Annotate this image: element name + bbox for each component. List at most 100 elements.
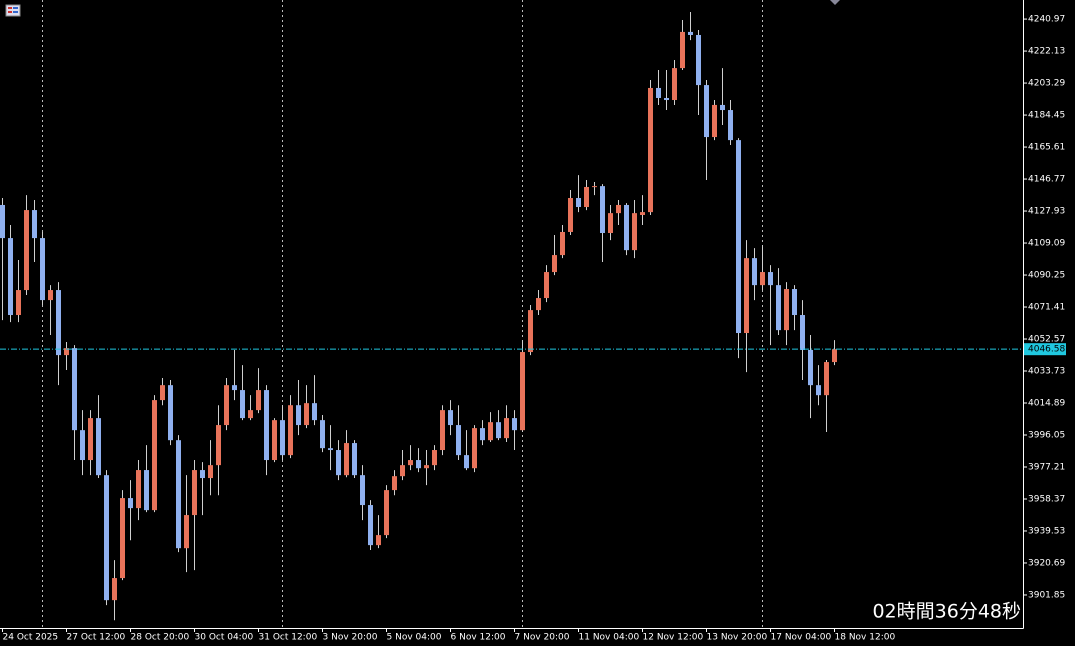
candle-body [456, 425, 461, 456]
x-tick-label: 11 Nov 04:00 [579, 633, 640, 643]
candles [0, 12, 837, 621]
candle-body [520, 352, 525, 431]
candle-body [664, 97, 669, 101]
candle-body [504, 418, 509, 439]
candle-body [152, 400, 157, 511]
candle-body [136, 470, 141, 509]
candle-body [168, 385, 173, 441]
y-tick-label: 4203.29 [1028, 79, 1065, 89]
candle-body [80, 430, 85, 461]
candle-body [216, 425, 221, 466]
candle-body [104, 475, 109, 601]
candle-body [312, 403, 317, 421]
candle-body [568, 198, 573, 232]
candle-body [264, 390, 269, 461]
candle-body [512, 418, 517, 431]
candle-body [496, 422, 501, 439]
candle-body [144, 470, 149, 511]
x-tick-label: 18 Nov 12:00 [835, 633, 896, 643]
candle-body [824, 362, 829, 396]
candle-body [400, 465, 405, 477]
last-price-label: 4046.58 [1028, 345, 1065, 355]
candle-body [256, 390, 261, 411]
candle-body [832, 349, 837, 363]
x-tick-label: 30 Oct 04:00 [195, 633, 254, 643]
y-tick-label: 4014.89 [1028, 399, 1065, 409]
candle-body [208, 465, 213, 479]
candle-body [160, 385, 165, 401]
candle-body [808, 350, 813, 386]
candle-body [392, 476, 397, 491]
candle-body [552, 255, 557, 273]
y-tick-label: 4165.61 [1028, 143, 1065, 153]
countdown: 02時間36分48秒 [872, 601, 1021, 623]
candle-body [352, 443, 357, 476]
candle-body [576, 198, 581, 208]
candle-body [432, 450, 437, 466]
x-tick-label: 6 Nov 12:00 [451, 633, 506, 643]
candle-body [200, 470, 205, 479]
x-tick-label: 17 Nov 04:00 [771, 633, 832, 643]
candle-body [560, 231, 565, 256]
candle-body [304, 403, 309, 426]
icon-bar [13, 7, 18, 9]
candle-body [776, 285, 781, 331]
candle-body [32, 210, 37, 239]
candle-body [624, 204, 629, 251]
candle-body [176, 440, 181, 549]
candle-body [24, 210, 29, 291]
candle-body [632, 213, 637, 251]
candle-body [680, 31, 685, 69]
candle-body [720, 104, 725, 111]
candle-body [192, 470, 197, 516]
y-tick-label: 3939.53 [1028, 526, 1065, 536]
candle-body [696, 34, 701, 86]
candle-body [464, 455, 469, 469]
candle-body [672, 68, 677, 101]
y-tick-label: 4033.73 [1028, 367, 1065, 377]
x-tick-label: 13 Nov 20:00 [707, 633, 768, 643]
icon-frame [5, 4, 21, 17]
candle-body [296, 405, 301, 426]
candle-body [128, 498, 133, 509]
candle-body [600, 186, 605, 233]
shift-marker [830, 0, 840, 5]
y-tick-label: 4090.25 [1028, 271, 1065, 281]
candle-body [224, 385, 229, 426]
y-tick-label: 3920.69 [1028, 558, 1065, 568]
candle-body [336, 450, 341, 476]
candle-body [528, 310, 533, 353]
candle-body [816, 385, 821, 396]
icon-bar [8, 11, 12, 13]
y-tick-label: 4146.77 [1028, 175, 1065, 185]
icon-bar [8, 7, 12, 9]
y-tick-label: 4052.57 [1028, 335, 1065, 345]
candle-body [448, 410, 453, 426]
candle-body [792, 289, 797, 316]
candle-body [16, 290, 21, 316]
candle-body [752, 258, 757, 286]
candle-body [328, 448, 333, 451]
candle-body [440, 410, 445, 451]
x-tick-label: 24 Oct 2025 [3, 633, 59, 643]
candle-body [8, 238, 13, 316]
candle-body [648, 87, 653, 213]
candle-body [472, 428, 477, 469]
candle-body [712, 104, 717, 138]
x-tick-label: 28 Oct 20:00 [131, 633, 190, 643]
candle-body [544, 272, 549, 299]
y-tick-label: 3996.05 [1028, 430, 1065, 440]
candle-body [784, 289, 789, 331]
y-tick-label: 3958.37 [1028, 494, 1065, 504]
candle-body [656, 87, 661, 98]
x-tick-label: 3 Nov 20:00 [323, 633, 378, 643]
candle-body [704, 85, 709, 138]
candle-body [616, 204, 621, 214]
candle-body [416, 460, 421, 469]
candle-body [408, 460, 413, 466]
x-tick-label: 7 Nov 20:00 [515, 633, 570, 643]
y-tick-label: 4127.93 [1028, 207, 1065, 217]
candle-body [232, 385, 237, 391]
